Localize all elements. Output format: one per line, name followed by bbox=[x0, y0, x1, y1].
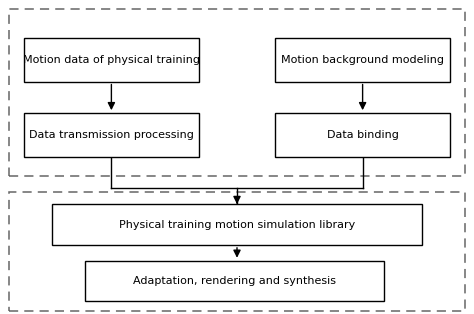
Text: Adaptation, rendering and synthesis: Adaptation, rendering and synthesis bbox=[133, 276, 336, 286]
Bar bbox=[85, 261, 384, 301]
Bar bbox=[275, 38, 450, 82]
Bar bbox=[52, 204, 422, 245]
Text: Data binding: Data binding bbox=[327, 130, 399, 140]
Text: Motion data of physical training: Motion data of physical training bbox=[23, 55, 200, 65]
Text: Motion background modeling: Motion background modeling bbox=[281, 55, 444, 65]
Bar bbox=[9, 192, 465, 311]
Bar bbox=[24, 38, 199, 82]
Bar bbox=[9, 9, 465, 176]
Text: Data transmission processing: Data transmission processing bbox=[29, 130, 194, 140]
Bar bbox=[24, 113, 199, 157]
Text: Physical training motion simulation library: Physical training motion simulation libr… bbox=[119, 219, 355, 230]
Bar bbox=[275, 113, 450, 157]
